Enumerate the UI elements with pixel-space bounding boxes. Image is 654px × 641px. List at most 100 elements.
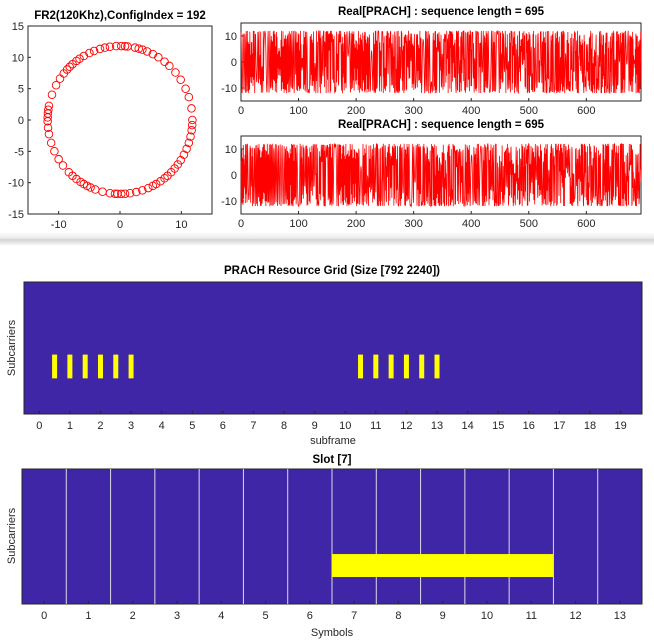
resource-grid-plot: PRACH Resource Grid (Size [792 2240]) 0 1… <box>6 265 643 447</box>
resource-grid-xtick-label: 14 <box>461 420 473 432</box>
resource-grid-xtick-label: 19 <box>614 420 626 432</box>
constellation-point <box>181 84 190 93</box>
constellation-point <box>187 126 196 135</box>
prach-real-xtick-label: 200 <box>347 218 365 230</box>
slot-grid-xtick-label: 2 <box>130 610 136 622</box>
constellation-point <box>46 138 56 148</box>
constellation-point <box>171 68 180 77</box>
constellation-point <box>184 92 194 102</box>
constellation-point <box>75 54 84 63</box>
constellation-point <box>43 123 53 132</box>
resource-grid-xtick-label: 17 <box>553 420 565 432</box>
prach-occasion-bar <box>373 354 379 379</box>
constellation-point <box>120 189 130 199</box>
resource-grid-xtick-label: 1 <box>67 420 73 432</box>
prach-occasion-bar <box>113 354 119 379</box>
prach-real-xtick-label: 500 <box>520 218 538 230</box>
constellation-point <box>89 46 99 56</box>
constellation-point <box>120 41 130 51</box>
prach-real-xtick-label: 100 <box>289 105 307 117</box>
constellation-point <box>187 104 196 113</box>
panel-separator <box>0 232 654 246</box>
resource-grid-xtick-label: 2 <box>97 420 103 432</box>
constellation-point <box>43 117 52 126</box>
prach-real-xtick-label: 300 <box>404 218 422 230</box>
constellation-point <box>54 154 63 164</box>
resource-grid-background <box>23 281 643 415</box>
slot-grid-xlabel: Symbols <box>311 627 354 639</box>
constellation-plot: FR2(120Khz),ConfigIndex = 192 -10 0 10 -15 -… <box>8 10 213 231</box>
prach-occasion-bar <box>67 354 73 379</box>
constellation-point <box>111 41 121 51</box>
slot-grid-xtick-label: 11 <box>526 610 537 622</box>
prach-real-ytick-label: 0 <box>231 57 237 69</box>
prach-real-xtick-label: 0 <box>238 105 244 117</box>
slot-grid-xtick-label: 9 <box>440 610 446 622</box>
constellation-point <box>144 183 153 193</box>
constellation-ytick-label: -10 <box>8 178 24 190</box>
prach-real-plot-2: Real[PRACH] : sequence length = 695 0 100… <box>221 119 642 230</box>
constellation-point <box>182 144 191 154</box>
prach-occasion-bar <box>419 354 425 379</box>
constellation-point <box>68 59 77 69</box>
slot-grid-xtick-label: 7 <box>351 610 357 622</box>
constellation-point <box>125 188 135 198</box>
slot-grid-title: Slot [7] <box>313 454 352 466</box>
resource-grid-xtick-label: 8 <box>281 420 287 432</box>
slot-grid-xtick-label: 12 <box>569 610 581 622</box>
prach-real-plot-1: Real[PRACH] : sequence length = 695 0 100… <box>221 6 642 117</box>
prach-real-xtick-label: 400 <box>462 105 480 117</box>
constellation-point <box>85 48 94 58</box>
prach-real-xtick-label: 0 <box>238 218 244 230</box>
slot-grid-ylabel: Subcarriers <box>6 507 18 564</box>
prach-occasion-bar <box>358 354 364 379</box>
constellation-point <box>95 44 105 54</box>
constellation-point <box>51 81 61 90</box>
prach-real-xtick-label: 200 <box>347 105 365 117</box>
constellation-point <box>117 41 126 51</box>
slot-grid-xtick-label: 4 <box>218 610 224 622</box>
constellation-point <box>160 174 169 183</box>
constellation-point <box>184 138 194 148</box>
constellation-point <box>117 189 126 199</box>
resource-grid-xtick-label: 6 <box>220 420 226 432</box>
constellation-point <box>151 179 161 189</box>
constellation-point <box>43 113 52 122</box>
constellation-point <box>79 51 89 61</box>
prach-occasion-bar <box>82 354 88 379</box>
prach-real-2-series-line <box>240 142 642 208</box>
prach-real-ytick-label: 0 <box>231 170 237 182</box>
resource-grid-xtick-label: 0 <box>36 420 42 432</box>
constellation-point <box>65 62 74 72</box>
prach-real-xtick-label: 600 <box>577 218 595 230</box>
resource-grid-xtick-label: 10 <box>339 420 351 432</box>
constellation-point <box>100 43 110 52</box>
slot-grid-xtick-label: 6 <box>307 610 313 622</box>
constellation-point <box>58 161 68 170</box>
constellation-ytick-label: 5 <box>18 84 24 96</box>
constellation-point <box>44 129 54 139</box>
constellation-ytick-label: -15 <box>8 209 24 221</box>
prach-real-ytick-label: 10 <box>225 31 237 43</box>
slot-grid-plot: Slot [7] 0 1 2 3 4 5 6 7 8 9 10 11 12 13 Symbols Subc… <box>6 454 643 639</box>
resource-grid-xtick-label: 13 <box>431 420 443 432</box>
prach-real-ytick-label: -10 <box>221 83 237 95</box>
prach-real-ytick-label: -10 <box>221 196 237 208</box>
constellation-point <box>176 75 185 84</box>
slot-grid-xtick-label: 0 <box>41 610 47 622</box>
slot-grid-xtick-label: 3 <box>174 610 180 622</box>
prach-real-1-title: Real[PRACH] : sequence length = 695 <box>338 6 545 18</box>
resource-grid-xtick-label: 11 <box>370 420 381 432</box>
constellation-point <box>179 150 189 159</box>
constellation-point <box>132 187 141 197</box>
constellation-title: FR2(120Khz),ConfigIndex = 192 <box>34 10 206 22</box>
resource-grid-xlabel: subframe <box>310 435 356 447</box>
slot-grid-xtick-label: 10 <box>481 610 493 622</box>
constellation-point <box>138 186 147 195</box>
constellation-xtick-label: 10 <box>175 219 187 231</box>
slot-grid-xtick-label: 1 <box>85 610 91 622</box>
prach-occasion-bar <box>434 354 440 379</box>
constellation-point <box>186 132 195 141</box>
resource-grid-xtick-label: 5 <box>189 420 195 432</box>
